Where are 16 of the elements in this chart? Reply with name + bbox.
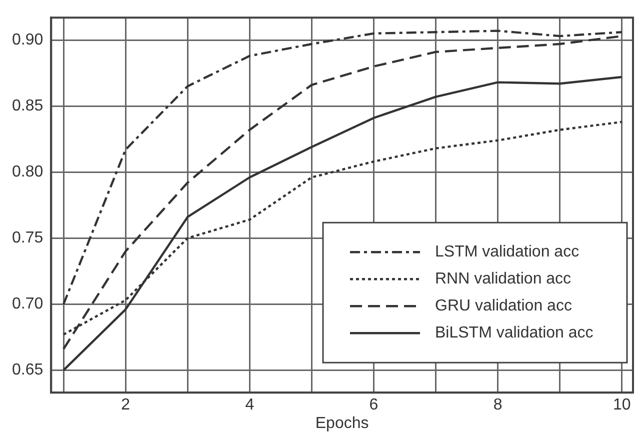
x-tick-label: 8 xyxy=(493,396,502,414)
y-tick-label: 0.70 xyxy=(12,296,44,313)
y-tick-label: 0.65 xyxy=(12,362,44,379)
legend-label: RNN validation acc xyxy=(435,270,572,288)
x-tick-label: 6 xyxy=(369,396,378,414)
y-tick-label: 0.90 xyxy=(12,31,44,48)
x-tick-label: 4 xyxy=(245,396,254,414)
legend-label: GRU validation acc xyxy=(435,298,572,315)
x-axis-title: Epochs xyxy=(315,414,369,432)
x-tick-label: 2 xyxy=(121,396,130,414)
y-tick-label: 0.80 xyxy=(12,163,44,180)
legend-label: LSTM validation acc xyxy=(435,244,580,261)
y-tick-label: 0.75 xyxy=(12,230,44,247)
legend-label: BiLSTM validation acc xyxy=(435,324,594,342)
x-tick-label: 10 xyxy=(612,396,631,414)
y-tick-label: 0.85 xyxy=(12,97,44,114)
